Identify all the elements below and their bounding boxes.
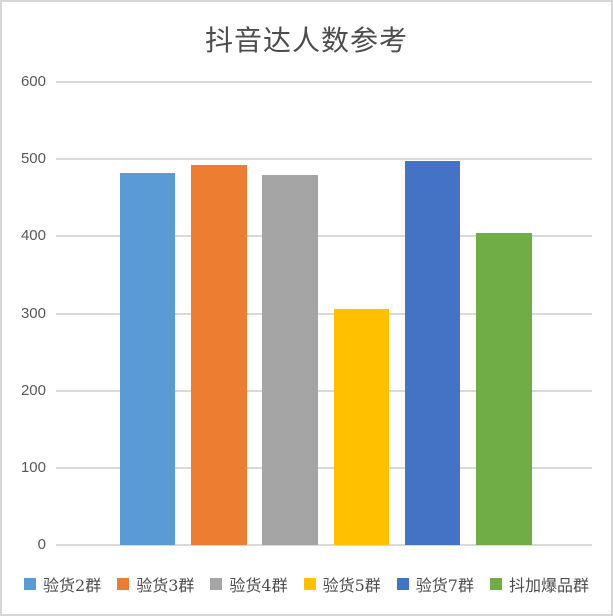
gridline (56, 235, 592, 238)
bar-5 (404, 161, 461, 545)
gridline (56, 466, 592, 469)
legend: 验货2群 验货3群 验货4群 验货5群 验货7群 抖加爆品群 (2, 572, 611, 596)
legend-swatch-icon (117, 578, 130, 590)
gridline (56, 544, 592, 546)
gridline (56, 158, 592, 161)
bar-1 (119, 173, 176, 545)
legend-item: 验货4群 (210, 572, 288, 596)
legend-item: 抖加爆品群 (489, 572, 589, 596)
legend-swatch-icon (489, 578, 502, 590)
legend-label: 抖加爆品群 (508, 576, 589, 595)
legend-label: 验货3群 (136, 576, 195, 595)
legend-label: 验货5群 (322, 576, 381, 595)
y-tick-label: 400 (20, 227, 46, 245)
legend-swatch-icon (303, 578, 316, 590)
legend-item: 验货7群 (396, 572, 474, 596)
legend-item: 验货3群 (117, 572, 194, 596)
chart-title: 抖音达人数参考 (204, 24, 408, 57)
bar-4 (333, 309, 390, 545)
gridline (56, 389, 592, 392)
legend-item: 验货5群 (303, 572, 381, 596)
legend-swatch-icon (210, 578, 223, 590)
y-tick-label: 100 (20, 458, 46, 476)
y-tick-label: 200 (20, 381, 46, 399)
bar-3 (262, 175, 318, 545)
legend-item: 验货2群 (24, 572, 101, 596)
legend-swatch-icon (24, 578, 37, 590)
legend-swatch-icon (396, 578, 409, 590)
legend-label: 验货7群 (415, 576, 474, 595)
legend-label: 验货4群 (229, 576, 288, 595)
gridline (56, 81, 592, 83)
plot-area (56, 81, 592, 546)
legend-label: 验货2群 (43, 576, 102, 595)
y-tick-label: 600 (20, 73, 46, 90)
gridline (56, 312, 592, 315)
y-tick-label: 500 (20, 150, 46, 168)
bar-6 (476, 233, 532, 545)
y-tick-label: 0 (37, 536, 46, 553)
bar-2 (191, 165, 247, 545)
y-tick-label: 300 (20, 304, 46, 322)
